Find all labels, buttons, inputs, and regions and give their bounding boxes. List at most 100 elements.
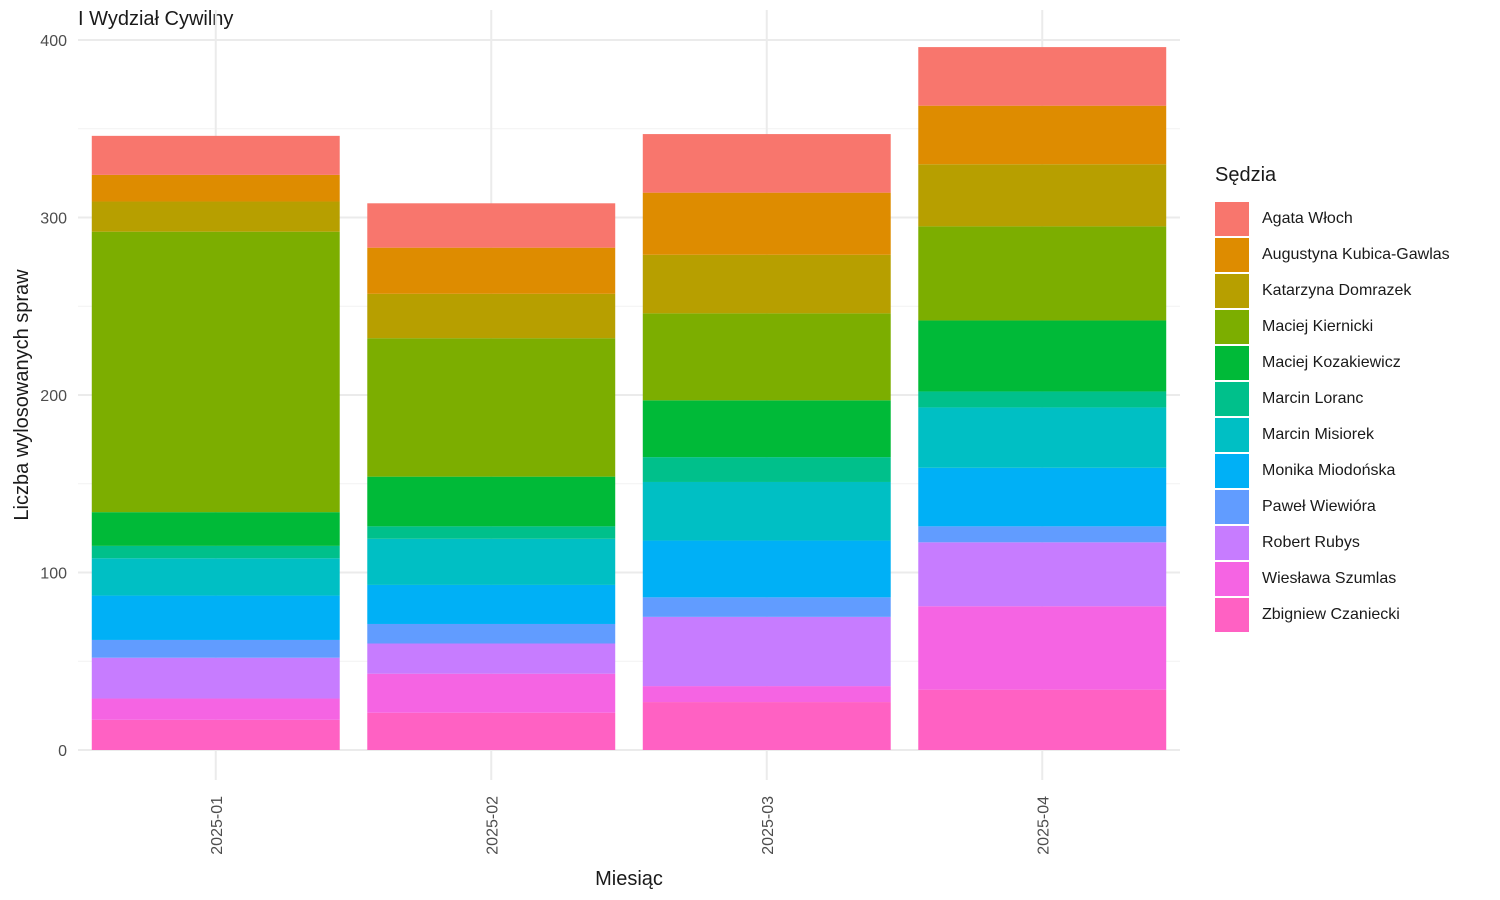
bar-segment (642, 616, 891, 687)
bar-segment (918, 391, 1167, 408)
y-tick-label: 0 (58, 743, 67, 760)
legend-item: Katarzyna Domrazek (1215, 273, 1450, 309)
bar-segment (918, 542, 1167, 607)
legend-item: Agata Włoch (1215, 201, 1450, 237)
bar-segment (367, 712, 616, 750)
bar-segment (918, 164, 1167, 227)
bar-segment (367, 526, 616, 539)
bar-segment (367, 643, 616, 674)
bar-segment (642, 540, 891, 598)
legend-label: Paweł Wiewióra (1262, 498, 1376, 515)
legend-swatch (1215, 526, 1249, 560)
bar-segment (367, 538, 616, 585)
legend-swatch (1215, 598, 1249, 632)
x-tick-label: 2025-02 (484, 796, 501, 855)
bar-segment (91, 545, 340, 559)
bar-segment (918, 467, 1167, 527)
x-tick-label: 2025-04 (1035, 796, 1052, 855)
legend-swatch (1215, 202, 1249, 236)
y-tick-label: 400 (40, 33, 67, 50)
bar-segment (91, 201, 340, 232)
chart-title: I Wydział Cywilny (78, 8, 234, 30)
bar-segment (642, 686, 891, 703)
bar-segment (91, 135, 340, 175)
x-tick-label: 2025-01 (209, 796, 226, 855)
y-tick-label: 300 (40, 211, 67, 228)
bar-segment (642, 702, 891, 750)
legend-label: Monika Miodońska (1262, 462, 1396, 479)
legend-item: Paweł Wiewióra (1215, 489, 1450, 525)
bar-segment (367, 247, 616, 294)
y-tick-label: 200 (40, 388, 67, 405)
bar-segment (918, 606, 1167, 690)
legend-item: Marcin Misiorek (1215, 417, 1450, 453)
bar-segment (91, 595, 340, 640)
bar-segment (91, 639, 340, 658)
bar-segment (91, 558, 340, 596)
bar-segment (918, 526, 1167, 543)
legend-swatch (1215, 418, 1249, 452)
x-axis-title: Miesiąc (595, 868, 663, 890)
bar-segment (91, 657, 340, 699)
bar-segment (367, 338, 616, 477)
bar-segment (367, 673, 616, 713)
legend-label: Maciej Kozakiewicz (1262, 354, 1401, 371)
legend-label: Wiesława Szumlas (1262, 570, 1397, 587)
y-axis-title: Liczba wylosowanych spraw (11, 269, 33, 521)
legend-label: Zbigniew Czaniecki (1262, 606, 1400, 623)
legend-item: Zbigniew Czaniecki (1215, 597, 1450, 633)
legend: Sędzia Agata Włoch Augustyna Kubica-Gawla… (1215, 164, 1450, 633)
legend-title: Sędzia (1215, 164, 1277, 186)
legend-swatch (1215, 346, 1249, 380)
bar-segment (642, 254, 891, 314)
legend-label: Katarzyna Domrazek (1262, 282, 1412, 299)
bar-segment (367, 476, 616, 527)
legend-item: Monika Miodońska (1215, 453, 1450, 489)
bar-segment (918, 320, 1167, 392)
legend-label: Maciej Kiernicki (1262, 318, 1374, 335)
bar-segment (91, 231, 340, 513)
bar-segment (642, 400, 891, 458)
bar-segment (918, 47, 1167, 106)
x-tick-label: 2025-03 (760, 796, 777, 855)
legend-items: Agata Włoch Augustyna Kubica-Gawlas Katarz… (1215, 201, 1450, 633)
bar-segment (367, 203, 616, 248)
legend-swatch (1215, 238, 1249, 272)
bar-segment (642, 134, 891, 193)
legend-item: Maciej Kozakiewicz (1215, 345, 1450, 381)
bar-segment (642, 481, 891, 541)
legend-swatch (1215, 310, 1249, 344)
legend-label: Marcin Loranc (1262, 390, 1364, 407)
y-tick-label: 100 (40, 566, 67, 583)
legend-label: Marcin Misiorek (1262, 426, 1375, 443)
legend-label: Agata Włoch (1262, 210, 1353, 227)
legend-swatch (1215, 562, 1249, 596)
bar-segment (918, 407, 1167, 468)
legend-item: Robert Rubys (1215, 525, 1450, 561)
bar-segment (642, 192, 891, 255)
bar-segment (91, 719, 340, 750)
legend-item: Maciej Kiernicki (1215, 309, 1450, 345)
legend-swatch (1215, 454, 1249, 488)
bar-segment (642, 313, 891, 401)
bar-segment (918, 689, 1167, 750)
bar-segment (91, 698, 340, 720)
bar-segment (367, 293, 616, 339)
legend-swatch (1215, 382, 1249, 416)
legend-swatch (1215, 274, 1249, 308)
bar-segment (91, 512, 340, 546)
bar-segment (642, 597, 891, 617)
legend-swatch (1215, 490, 1249, 524)
legend-item: Wiesława Szumlas (1215, 561, 1450, 597)
bar-segment (918, 105, 1167, 165)
legend-item: Augustyna Kubica-Gawlas (1215, 237, 1450, 273)
legend-item: Marcin Loranc (1215, 381, 1450, 417)
bar-segment (91, 174, 340, 202)
bar-segment (367, 584, 616, 624)
legend-label: Robert Rubys (1262, 534, 1360, 551)
bar-segment (918, 226, 1167, 321)
bar-segment (367, 623, 616, 644)
bar-segment (642, 457, 891, 482)
legend-label: Augustyna Kubica-Gawlas (1262, 246, 1450, 263)
